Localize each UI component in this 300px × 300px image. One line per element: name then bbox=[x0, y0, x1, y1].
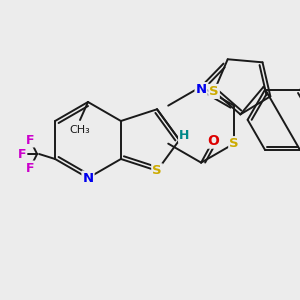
Text: S: S bbox=[152, 164, 162, 177]
Text: CH₃: CH₃ bbox=[70, 125, 90, 135]
Text: S: S bbox=[229, 137, 239, 150]
Text: N: N bbox=[196, 83, 207, 96]
Text: S: S bbox=[209, 85, 219, 98]
Text: F: F bbox=[18, 148, 26, 160]
Text: F: F bbox=[26, 161, 34, 175]
Text: N: N bbox=[82, 172, 94, 184]
Text: H: H bbox=[179, 129, 189, 142]
Text: O: O bbox=[207, 134, 219, 148]
Text: F: F bbox=[26, 134, 34, 146]
